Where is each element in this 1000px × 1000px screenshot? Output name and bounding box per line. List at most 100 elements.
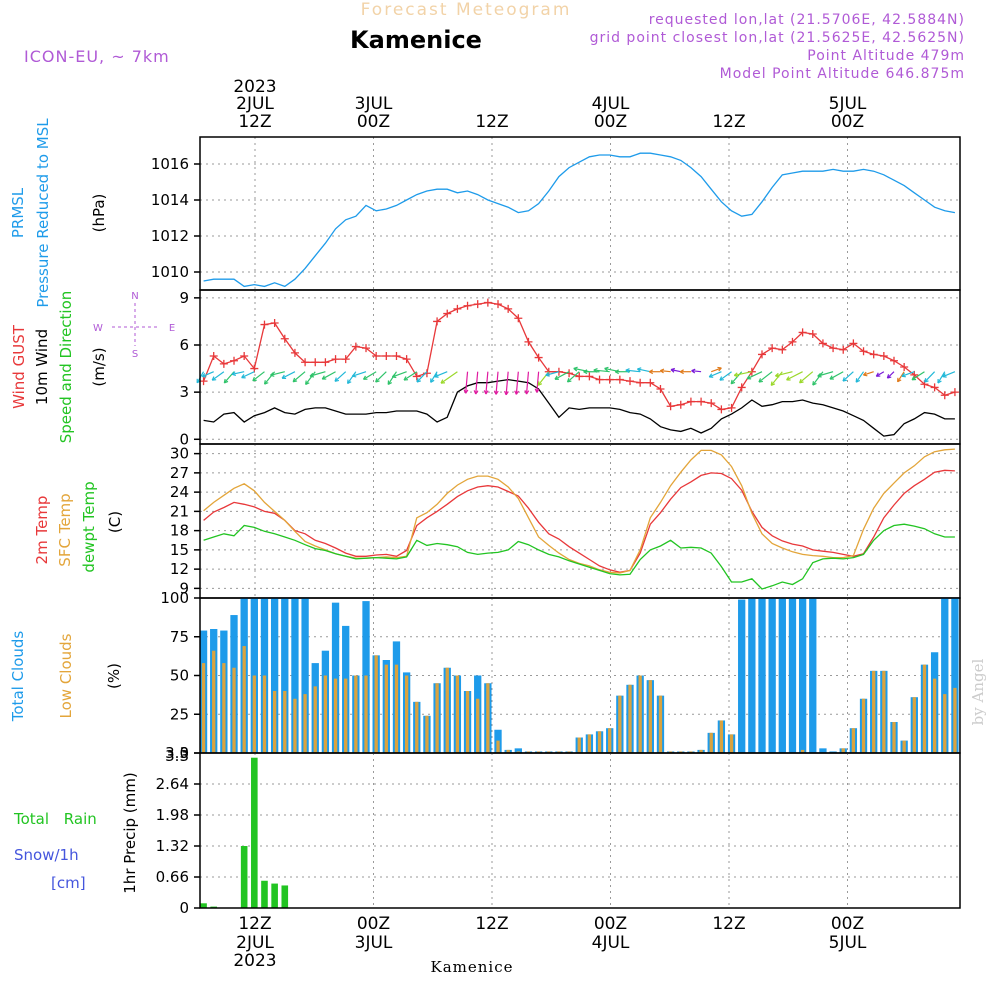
wind-arrow bbox=[309, 371, 326, 377]
low-cloud-bar bbox=[608, 728, 612, 753]
gust-marker bbox=[768, 344, 777, 353]
wind-arrow-head bbox=[659, 368, 665, 374]
gust-marker bbox=[422, 369, 431, 378]
gust-marker bbox=[950, 388, 959, 397]
gust-marker bbox=[585, 372, 594, 381]
bottom-hour-label: 00Z bbox=[357, 914, 390, 934]
bottom-date-label: 5JUL bbox=[829, 933, 867, 953]
wind-arrow bbox=[709, 371, 722, 378]
pressure-ytick-label: 1012 bbox=[151, 227, 189, 245]
bottom-date-label: 2JUL bbox=[236, 933, 274, 953]
precip-ytick-top-label: 3.3 bbox=[165, 747, 189, 765]
total-cloud-bar bbox=[809, 598, 817, 753]
wind-arrow-head bbox=[924, 378, 929, 383]
wind-arrow bbox=[719, 371, 732, 381]
pressure-desc: Pressure Reduced to MSL bbox=[34, 118, 52, 308]
low-cloud-bar bbox=[597, 731, 602, 753]
gust-marker bbox=[615, 375, 624, 384]
low-cloud-bar bbox=[242, 646, 246, 753]
gust-marker bbox=[890, 356, 899, 365]
low-cloud-bar bbox=[526, 751, 531, 753]
low-cloud-bar bbox=[283, 691, 287, 753]
low-cloud-bar bbox=[892, 722, 896, 753]
rain-bar bbox=[240, 846, 248, 908]
low-cloud-bar bbox=[354, 675, 358, 753]
precipitation-ytick-label: 0 bbox=[179, 899, 189, 917]
temperature-ytick-label: 18 bbox=[170, 522, 189, 540]
wind-arrow-head bbox=[281, 374, 287, 379]
total-cloud-bar bbox=[819, 748, 827, 753]
low-cloud-bar bbox=[638, 675, 642, 753]
gust-marker bbox=[534, 353, 543, 362]
gust-marker bbox=[453, 304, 462, 313]
wind-arrow-head bbox=[534, 388, 540, 393]
gust-marker bbox=[219, 359, 228, 368]
wind-arrow bbox=[897, 371, 905, 383]
wind-arrow bbox=[392, 371, 407, 378]
wind-arrow-head bbox=[241, 374, 246, 379]
clouds-ytick-label: 75 bbox=[170, 628, 189, 646]
gust-marker bbox=[818, 339, 827, 348]
temp-unit: (C) bbox=[106, 511, 124, 533]
low-cloud-bar bbox=[476, 698, 480, 753]
wind-arrow bbox=[924, 371, 936, 383]
wind-arrow bbox=[475, 371, 479, 395]
gust-marker bbox=[443, 309, 452, 318]
wind-arrow-head bbox=[897, 377, 902, 383]
temperature-ytick-label: 27 bbox=[170, 464, 189, 482]
wind-arrow-head bbox=[554, 375, 559, 380]
clouds-ytick-label: 25 bbox=[170, 705, 189, 723]
wind-arrow bbox=[434, 371, 448, 378]
wind-arrow-head bbox=[758, 378, 763, 383]
wind-arrow-head bbox=[416, 378, 421, 383]
low-cloud-bar bbox=[902, 740, 906, 753]
total-cloud-bar bbox=[738, 599, 746, 753]
total-cloud-bar bbox=[758, 598, 766, 753]
wind-arrow bbox=[734, 371, 752, 377]
gust-marker bbox=[433, 317, 442, 326]
wind-arrow-head bbox=[942, 373, 947, 378]
low-cloud-bar bbox=[425, 715, 429, 753]
wind-arrow-head bbox=[430, 378, 435, 383]
top-hour-label: 00Z bbox=[594, 112, 627, 132]
wind-arrow-head bbox=[593, 367, 598, 373]
wind-arrow bbox=[746, 371, 763, 380]
low-cloud-bar bbox=[394, 664, 399, 753]
wind-arrow-head bbox=[855, 378, 861, 383]
wind-arrow-head bbox=[270, 372, 275, 377]
wind-arrow bbox=[886, 371, 895, 379]
wind-arrow bbox=[495, 371, 499, 395]
gust-marker bbox=[575, 372, 584, 381]
gust-marker bbox=[483, 298, 492, 307]
wind-arrow-head bbox=[334, 377, 340, 382]
speed-direction-label: Speed and Direction bbox=[57, 291, 75, 444]
total-clouds-label: Total Clouds bbox=[9, 631, 27, 723]
watermark: by Angel bbox=[969, 658, 987, 725]
model-altitude: Model Point Altitude 646.875m bbox=[720, 66, 965, 82]
wind-arrow bbox=[829, 371, 844, 380]
low-cloud-bar bbox=[415, 701, 419, 753]
temp-labels: 2m Temp SFC Temp dewpt Temp (C) bbox=[33, 481, 124, 572]
bottom-hour-label: 00Z bbox=[594, 914, 627, 934]
gust-marker bbox=[829, 344, 838, 353]
wind-arrow bbox=[536, 371, 540, 393]
clouds-panel: 0 25 50 75 100 bbox=[160, 589, 961, 762]
precipitation-ytick-label: 2.64 bbox=[156, 775, 189, 793]
wind-arrow bbox=[842, 371, 854, 382]
gust-marker bbox=[230, 356, 239, 365]
top-hour-label: 00Z bbox=[831, 112, 864, 132]
compass-w: W bbox=[93, 323, 103, 334]
low-cloud-bar bbox=[333, 678, 338, 753]
low-cloud-bar bbox=[689, 751, 693, 753]
low-cloud-bar bbox=[922, 664, 927, 753]
precip-labels: Total Rain Snow/1h [cm] 1hr Precip (mm) bbox=[13, 772, 139, 893]
top-hour-label: 12Z bbox=[475, 112, 508, 132]
prmsl-line bbox=[203, 152, 956, 288]
total-cloud-bar bbox=[291, 598, 299, 753]
wind-arrow-head bbox=[201, 373, 207, 378]
low-cloud-bar bbox=[455, 675, 460, 753]
low-cloud-bar bbox=[303, 694, 307, 753]
wind-labels: Wind GUST 10m Wind Speed and Direction (… bbox=[10, 291, 108, 444]
low-cloud-bar bbox=[465, 691, 470, 753]
